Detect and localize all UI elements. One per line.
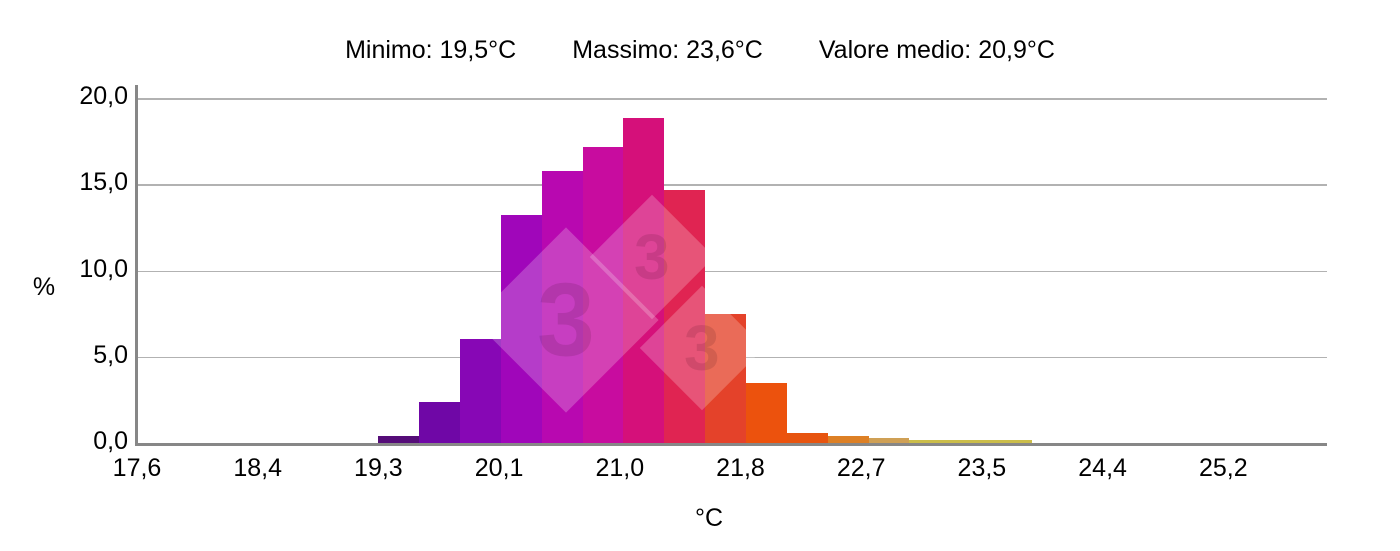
histogram-bar: [950, 439, 992, 443]
histogram-bar: [786, 432, 828, 443]
x-tick-label: 22,7: [836, 454, 886, 482]
x-tick-label: 17,6: [112, 454, 162, 482]
histogram-bar: [991, 439, 1033, 443]
y-tick-label: 15,0: [79, 168, 128, 197]
y-tick-label: 10,0: [79, 254, 128, 283]
histogram-bar: [705, 313, 747, 443]
histogram-bar: [909, 439, 951, 443]
x-axis-unit-label: °C: [694, 504, 724, 532]
histogram-bar: [827, 436, 869, 443]
x-axis-baseline: [135, 443, 1327, 446]
y-tick-label: 20,0: [79, 82, 128, 110]
histogram-bar: [500, 215, 542, 443]
stats-header: Minimo: 19,5°C Massimo: 23,6°C Valore me…: [0, 36, 1400, 64]
gridline: [137, 184, 1327, 186]
stat-mean-value: Valore medio: 20,9°C: [818, 36, 1055, 64]
histogram-bar: [419, 402, 461, 443]
stat-minimum: Minimo: 19,5°C: [345, 36, 517, 64]
y-axis-line: [135, 85, 138, 446]
histogram-bar: [460, 338, 501, 443]
histogram-bar: [868, 437, 910, 443]
y-axis-unit-label: %: [32, 273, 56, 301]
histogram-bar: [541, 171, 583, 443]
histogram-bar: [623, 117, 665, 443]
gridline: [137, 98, 1327, 100]
x-tick-label: 18,4: [233, 454, 283, 482]
histogram-bar: [664, 190, 706, 443]
x-tick-label: 25,2: [1198, 454, 1248, 482]
x-tick-label: 23,5: [957, 454, 1007, 482]
x-tick-label: 21,8: [716, 454, 765, 482]
x-tick-label: 20,1: [474, 454, 524, 482]
gridline: [137, 270, 1327, 272]
x-tick-label: 19,3: [354, 454, 403, 482]
y-tick-label: 0,0: [93, 427, 128, 455]
stat-maximum: Massimo: 23,6°C: [572, 36, 763, 64]
histogram-bar: [378, 436, 420, 443]
x-tick-label: 21,0: [595, 454, 645, 482]
x-tick-label: 24,4: [1078, 454, 1127, 482]
y-tick-label: 5,0: [93, 340, 128, 369]
histogram-bar: [746, 383, 787, 443]
histogram-bar: [582, 147, 624, 443]
